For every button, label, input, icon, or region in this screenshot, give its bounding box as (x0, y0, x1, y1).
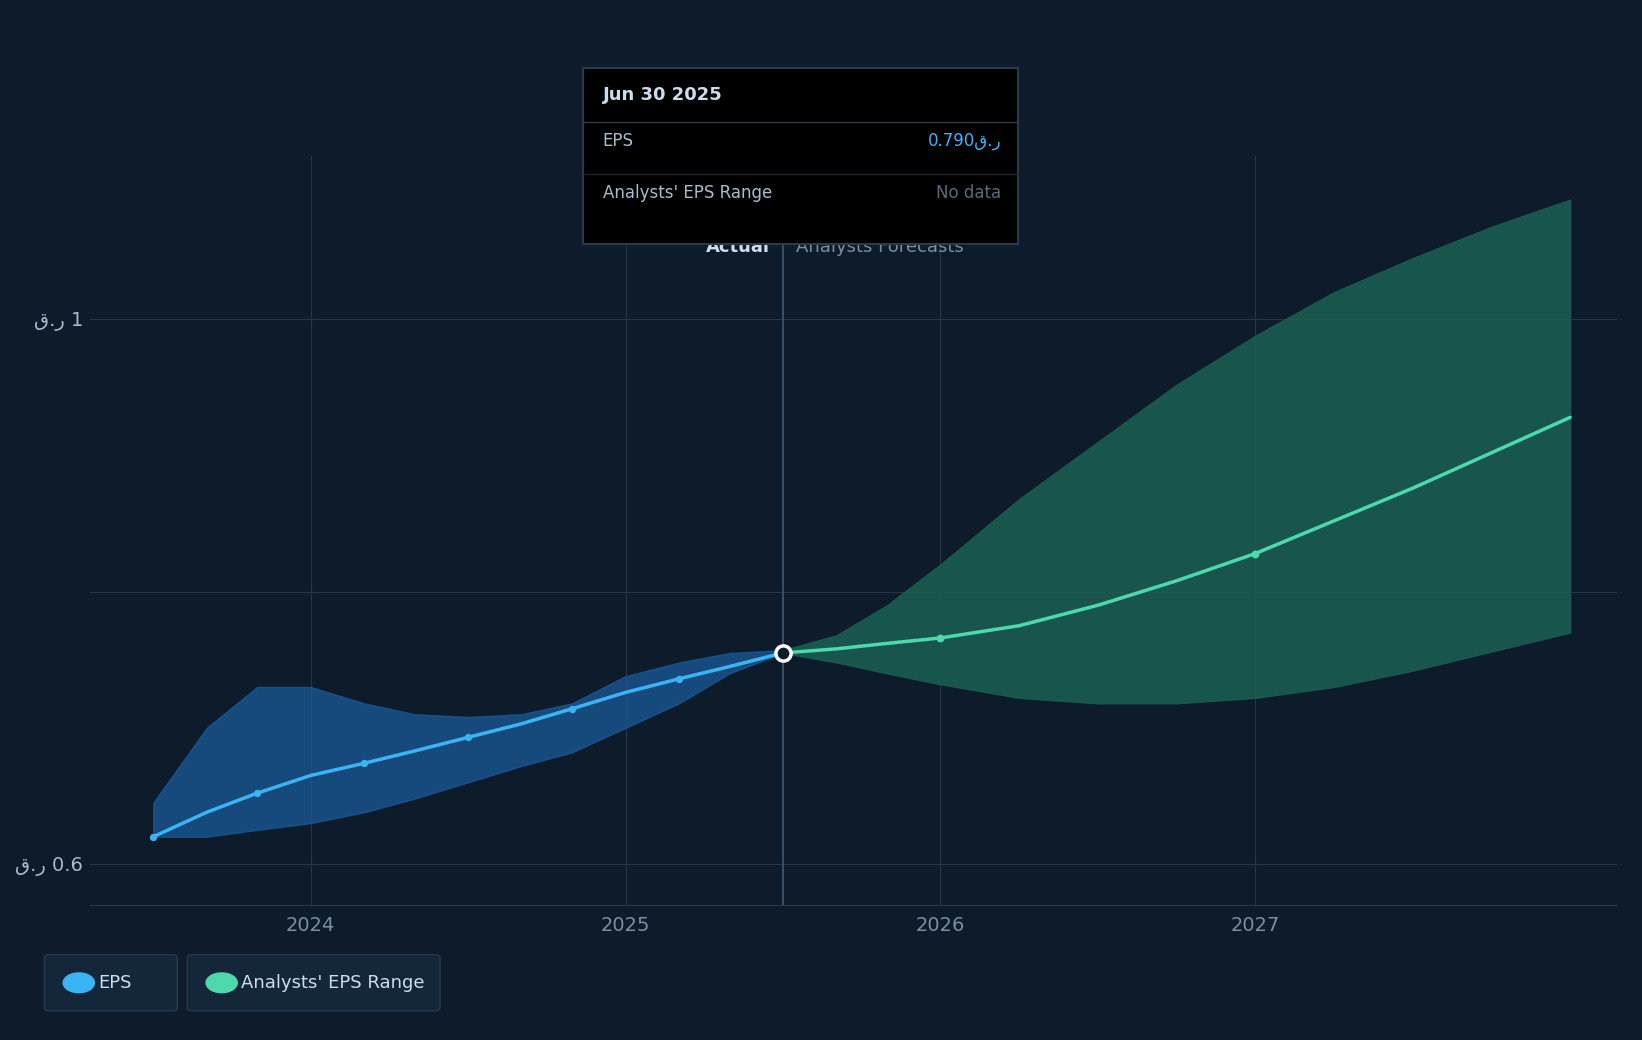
Point (770, 645, 796, 661)
Text: 0.790ق.ر: 0.790ق.ر (928, 132, 1002, 150)
Text: EPS: EPS (603, 132, 634, 150)
Point (558, 700, 585, 717)
Text: Analysts' EPS Range: Analysts' EPS Range (603, 184, 772, 202)
Text: Actual: Actual (706, 238, 770, 256)
Text: No data: No data (936, 184, 1002, 202)
Text: Analysts' EPS Range: Analysts' EPS Range (241, 973, 425, 992)
Point (140, 829, 166, 846)
Point (928, 629, 954, 646)
Text: Analysts Forecasts: Analysts Forecasts (796, 238, 964, 256)
Point (455, 729, 481, 746)
Point (667, 671, 693, 687)
Text: EPS: EPS (99, 973, 131, 992)
Point (1241, 545, 1268, 562)
Point (351, 755, 378, 772)
Point (245, 785, 271, 802)
Text: Jun 30 2025: Jun 30 2025 (603, 86, 722, 104)
